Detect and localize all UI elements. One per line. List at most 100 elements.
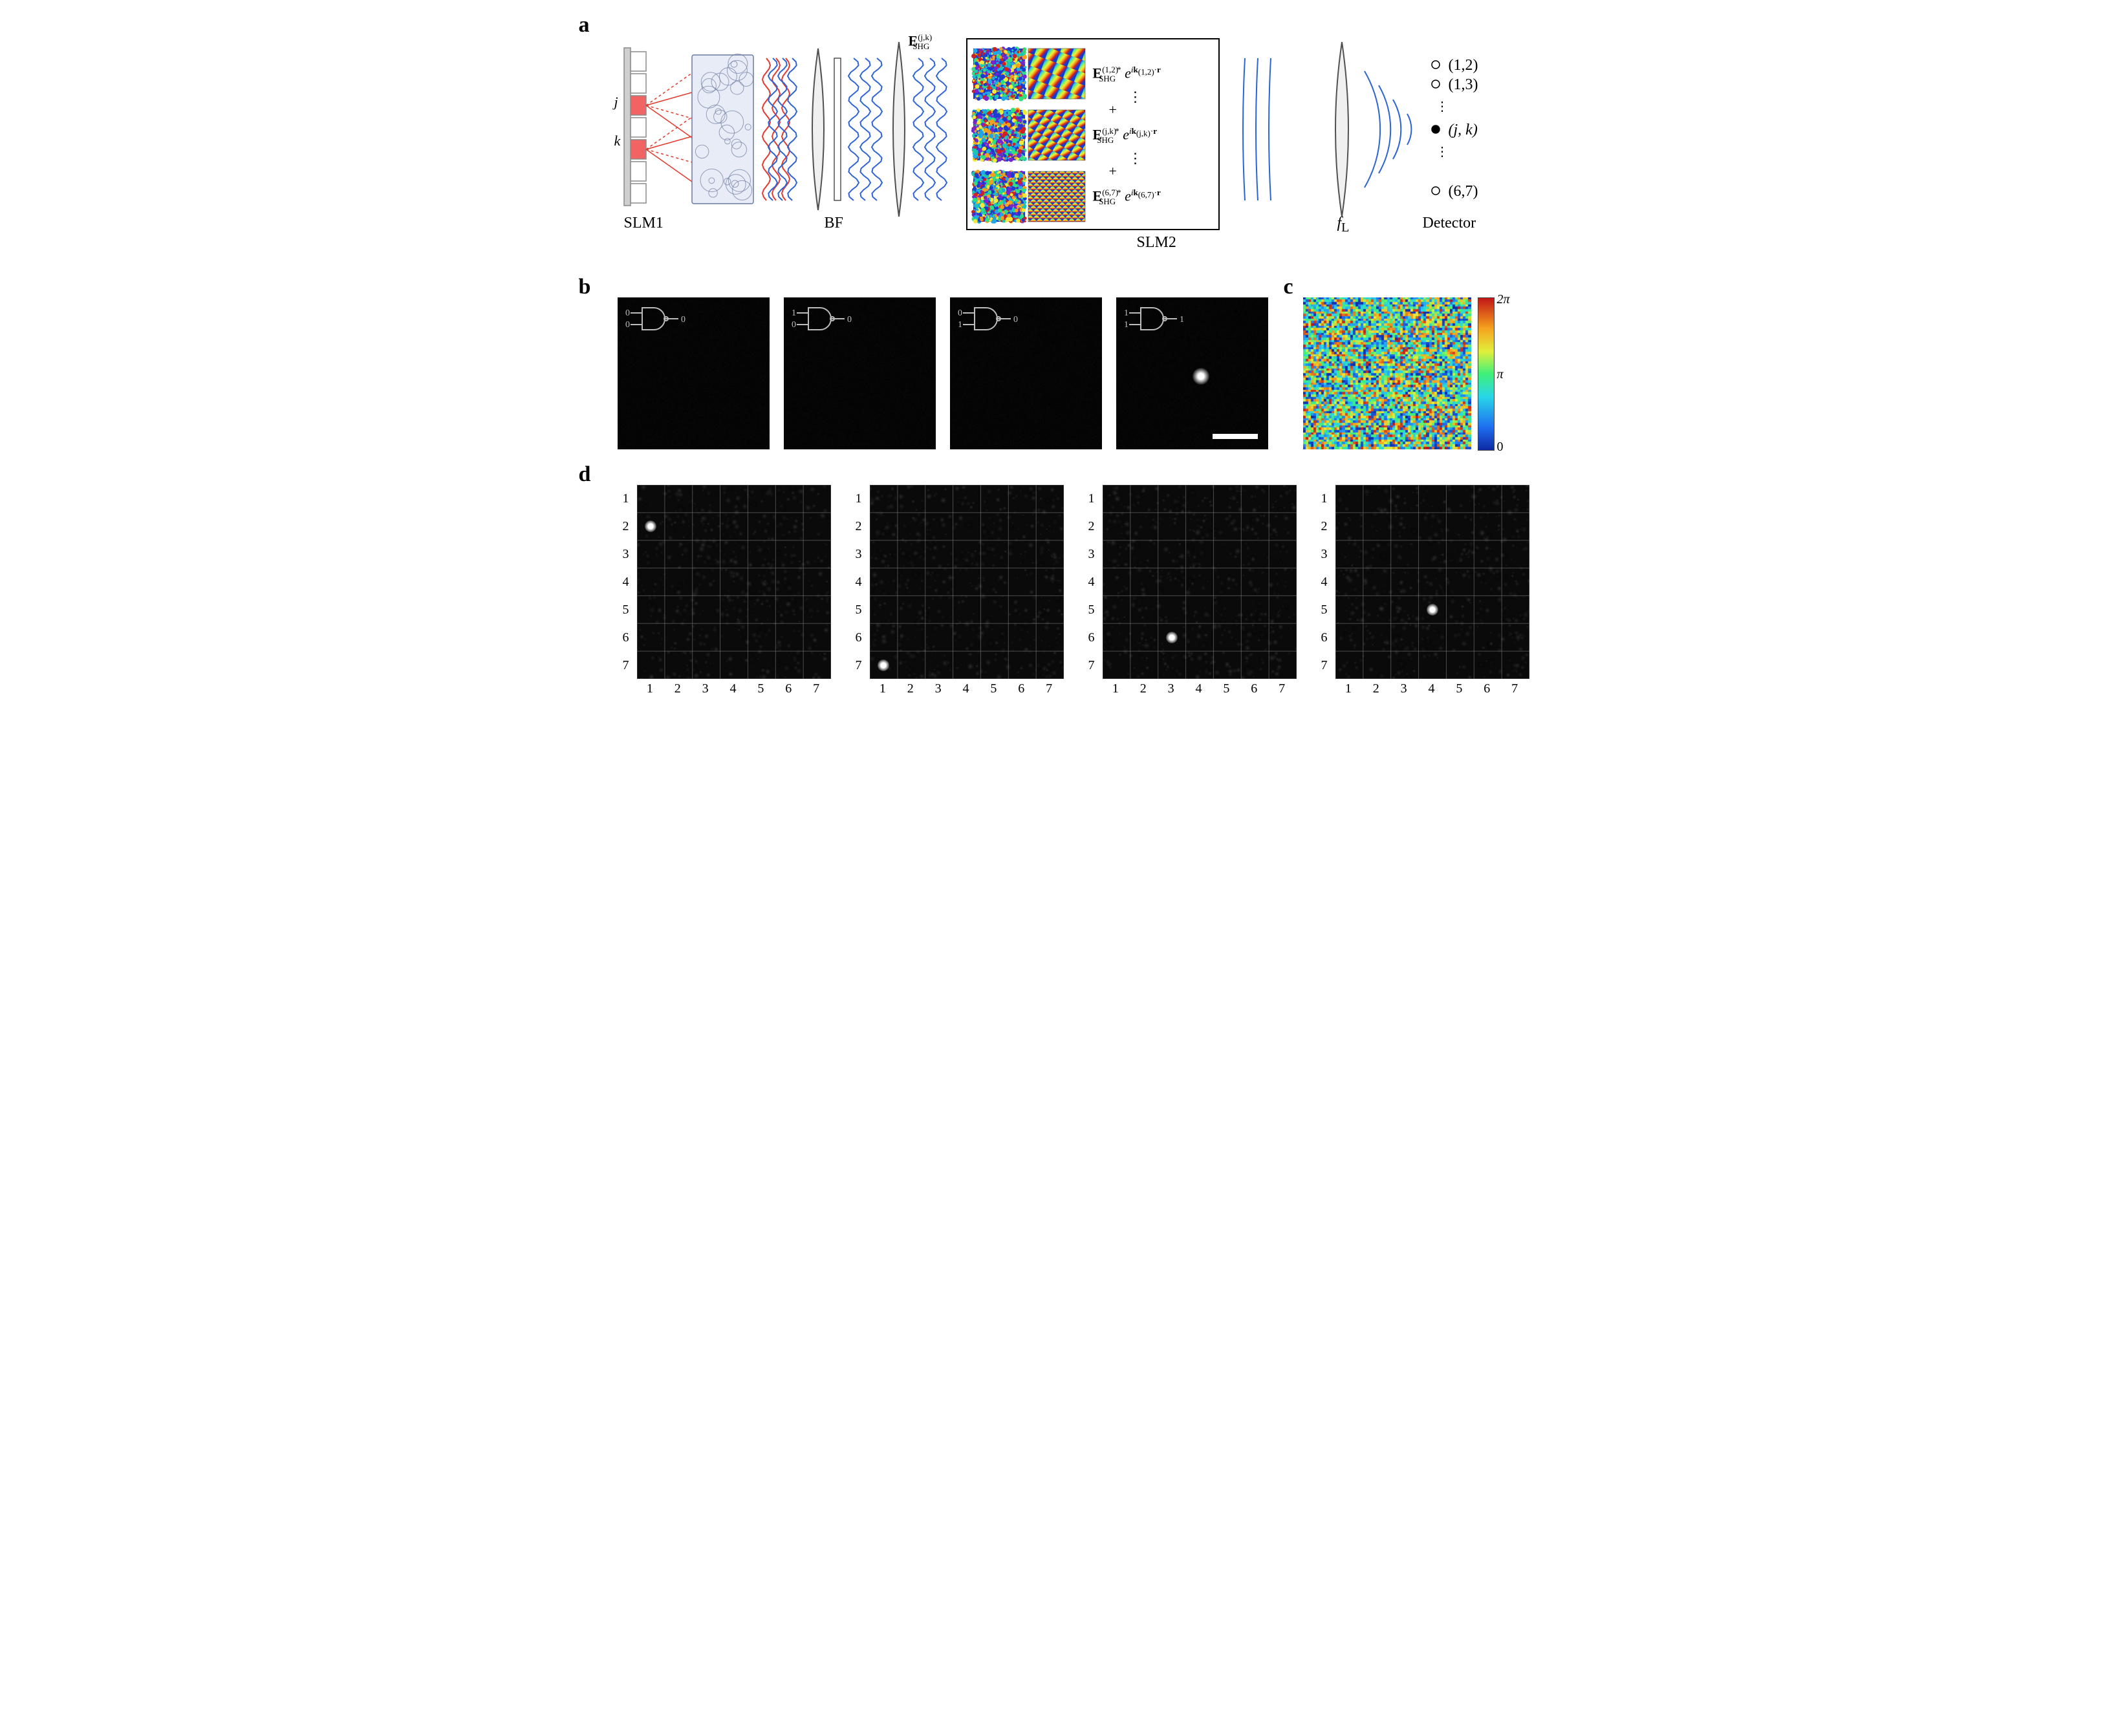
and-gate-icon: 1 1 1 xyxy=(1121,303,1186,335)
svg-text:0: 0 xyxy=(958,308,962,318)
and-gate-icon: 0 1 0 xyxy=(955,303,1020,335)
d-xlabel: 5 xyxy=(1456,681,1462,696)
focus-spot xyxy=(1427,604,1438,616)
d-ylabel: 5 xyxy=(856,603,862,617)
d-ylabel: 5 xyxy=(1088,603,1095,617)
slm2-row-formula: E(1,2)SHG* eik(1,2)·r xyxy=(1093,65,1161,84)
svg-text:1: 1 xyxy=(958,320,962,330)
d-ylabel: 2 xyxy=(856,519,862,534)
panel-d-tile: 11223344556677 xyxy=(1103,485,1297,679)
d-xlabel: 6 xyxy=(1484,681,1490,696)
scale-bar xyxy=(1213,434,1258,439)
d-xlabel: 2 xyxy=(675,681,681,696)
panel-b-tile: 1 0 0 xyxy=(784,297,936,449)
d-ylabel: 4 xyxy=(1088,575,1095,590)
d-xlabel: 3 xyxy=(935,681,942,696)
svg-text:⋮: ⋮ xyxy=(1436,100,1449,114)
svg-text:0: 0 xyxy=(1013,315,1018,325)
svg-text:1: 1 xyxy=(1180,315,1184,325)
panel-label-b: b xyxy=(579,275,591,299)
d-ylabel: 7 xyxy=(1321,658,1328,673)
cb-tick-bot: 0 xyxy=(1497,440,1504,455)
panel-d-row: 1122334455667711223344556677112233445566… xyxy=(637,485,1529,679)
d-xlabel: 1 xyxy=(1345,681,1352,696)
slm2-row-formula: E(j,k)SHG* eik(j,k)·r xyxy=(1093,126,1158,145)
d-ylabel: 3 xyxy=(623,547,629,562)
d-ylabel: 5 xyxy=(1321,603,1328,617)
d-xlabel: 6 xyxy=(785,681,792,696)
d-ylabel: 7 xyxy=(1088,658,1095,673)
svg-text:0: 0 xyxy=(625,308,630,318)
d-ylabel: 4 xyxy=(1321,575,1328,590)
cb-tick-mid: π xyxy=(1497,367,1504,382)
panel-b-tile: 0 1 0 xyxy=(950,297,1102,449)
d-xlabel: 1 xyxy=(880,681,886,696)
panel-bc: b c 0 0 0 1 0 0 0 1 0 1 1 1 2π xyxy=(579,278,1549,459)
and-gate-icon: 1 0 0 xyxy=(789,303,854,335)
cb-tick-top: 2π xyxy=(1497,292,1510,307)
d-ylabel: 2 xyxy=(623,519,629,534)
d-xlabel: 5 xyxy=(757,681,764,696)
detector-point-label: (1,3) xyxy=(1449,76,1478,94)
figure-root: a xyxy=(579,13,1549,698)
panel-b-tile: 1 1 1 xyxy=(1116,297,1268,449)
d-ylabel: 1 xyxy=(856,491,862,506)
slm2-vdots: ⋮ xyxy=(1128,150,1143,167)
d-xlabel: 4 xyxy=(963,681,969,696)
panel-d-tile: 11223344556677 xyxy=(1335,485,1529,679)
svg-text:0: 0 xyxy=(625,320,630,330)
d-xlabel: 3 xyxy=(702,681,709,696)
panel-c-colorbar xyxy=(1478,297,1495,451)
panel-a-bf-label: BF xyxy=(825,215,843,232)
svg-text:0: 0 xyxy=(792,320,796,330)
panel-a-svg: ⋮⋮ xyxy=(579,13,1549,272)
detector-point-label: (1,2) xyxy=(1449,57,1478,74)
panel-a-slm1-label: SLM1 xyxy=(624,215,664,232)
panel-a-formula-head: E(j,k)SHG xyxy=(909,32,930,52)
d-ylabel: 3 xyxy=(1088,547,1095,562)
d-ylabel: 6 xyxy=(856,630,862,645)
d-xlabel: 2 xyxy=(1140,681,1147,696)
svg-text:0: 0 xyxy=(681,315,686,325)
d-xlabel: 5 xyxy=(1223,681,1229,696)
panel-d-tile: 11223344556677 xyxy=(870,485,1064,679)
svg-text:⋮: ⋮ xyxy=(1436,145,1449,159)
slm2-vdots: ⋮ xyxy=(1128,89,1143,105)
d-xlabel: 3 xyxy=(1168,681,1174,696)
slm2-row-formula: E(6,7)SHG* eik(6,7)·r xyxy=(1093,188,1161,207)
d-xlabel: 5 xyxy=(990,681,997,696)
panel-a: ⋮⋮ j k SLM1 BF SLM2 Detector fL E(j,k)SH… xyxy=(579,13,1549,272)
detector-point-label: (j, k) xyxy=(1449,122,1478,139)
d-ylabel: 2 xyxy=(1321,519,1328,534)
d-xlabel: 2 xyxy=(907,681,914,696)
d-ylabel: 4 xyxy=(623,575,629,590)
panel-a-slm2-label: SLM2 xyxy=(1137,234,1176,252)
svg-text:1: 1 xyxy=(1124,308,1128,318)
d-ylabel: 6 xyxy=(623,630,629,645)
panel-b-row: 0 0 0 1 0 0 0 1 0 1 1 1 xyxy=(618,297,1268,449)
d-xlabel: 7 xyxy=(1511,681,1518,696)
panel-d: d 11223344556677112233445566771122334455… xyxy=(579,466,1549,698)
d-ylabel: 6 xyxy=(1088,630,1095,645)
d-ylabel: 5 xyxy=(623,603,629,617)
svg-text:1: 1 xyxy=(1124,320,1128,330)
d-xlabel: 6 xyxy=(1251,681,1257,696)
d-xlabel: 7 xyxy=(1046,681,1052,696)
panel-a-fl-sub: L xyxy=(1341,220,1349,235)
panel-a-j-label: j xyxy=(614,94,618,111)
d-xlabel: 7 xyxy=(813,681,819,696)
d-ylabel: 1 xyxy=(623,491,629,506)
panel-label-c: c xyxy=(1284,275,1293,299)
d-ylabel: 3 xyxy=(856,547,862,562)
focus-spot xyxy=(878,659,889,671)
d-xlabel: 1 xyxy=(1112,681,1119,696)
d-ylabel: 1 xyxy=(1088,491,1095,506)
d-xlabel: 2 xyxy=(1373,681,1379,696)
and-gate-icon: 0 0 0 xyxy=(623,303,687,335)
d-xlabel: 4 xyxy=(1196,681,1202,696)
d-xlabel: 4 xyxy=(1429,681,1435,696)
d-xlabel: 6 xyxy=(1018,681,1024,696)
d-ylabel: 3 xyxy=(1321,547,1328,562)
panel-c xyxy=(1303,297,1471,449)
svg-text:1: 1 xyxy=(792,308,796,318)
